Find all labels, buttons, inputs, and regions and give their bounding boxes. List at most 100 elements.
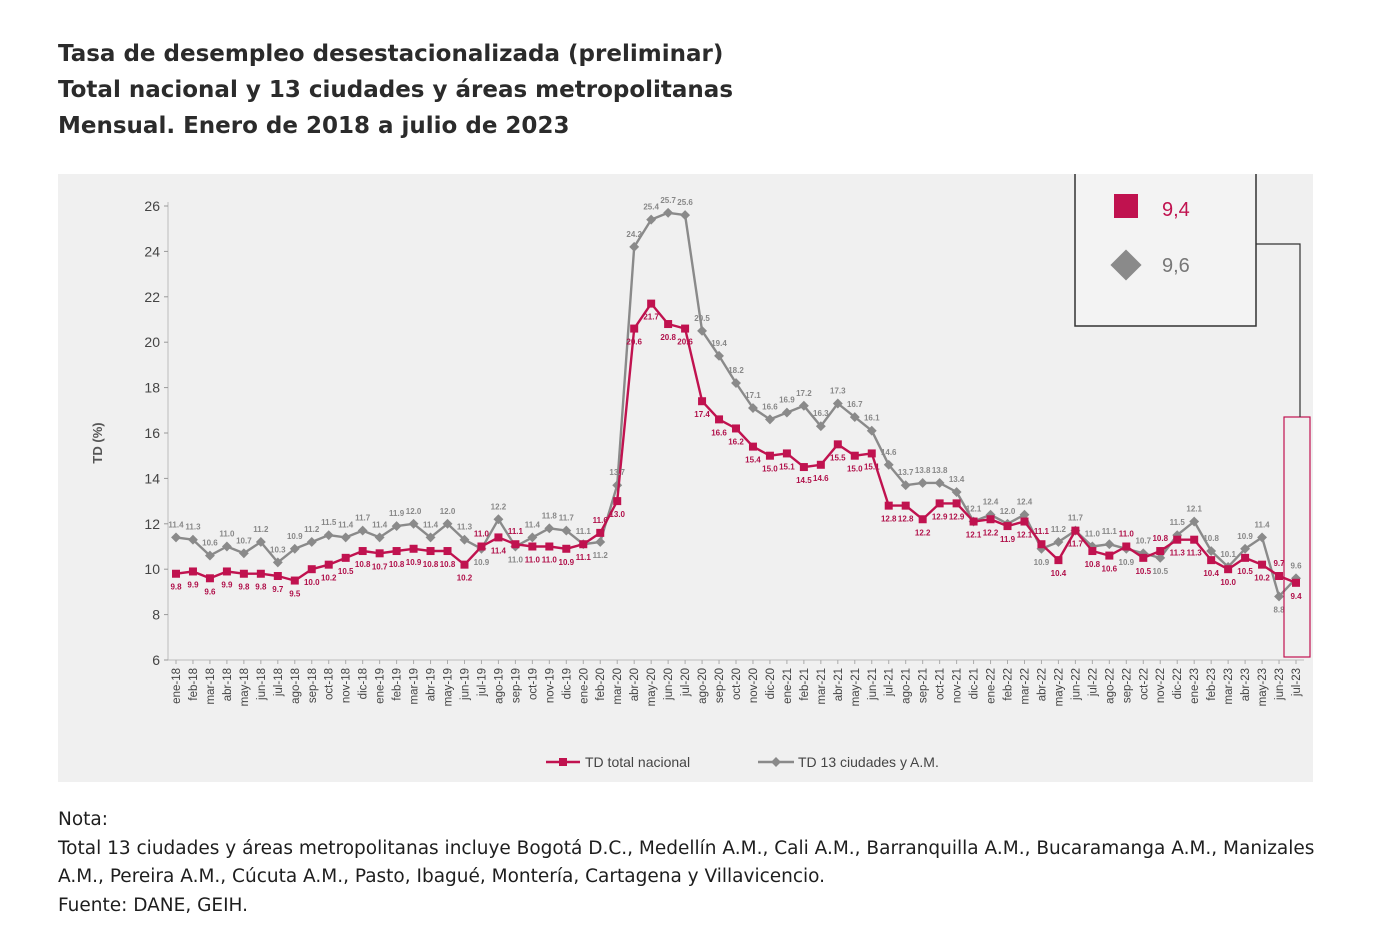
data-label-nacional: 20.8 [660,333,676,342]
y-tick-label: 12 [144,516,160,532]
point-nacional [1258,560,1267,569]
point-nacional [358,547,367,556]
point-ciudades [680,210,691,221]
data-label-nacional: 10.9 [406,558,422,567]
point-ciudades [934,477,945,488]
x-tick-label: jul-20 [680,668,692,697]
data-label-ciudades: 20.5 [694,314,710,323]
data-label-ciudades: 10.7 [236,536,252,545]
data-label-ciudades: 11.2 [304,525,320,534]
point-ciudades [1257,532,1268,543]
data-label-ciudades: 10.9 [1237,532,1253,541]
data-label-ciudades: 12.2 [491,502,507,511]
point-ciudades [171,532,181,543]
data-label-ciudades: 11.4 [338,520,354,529]
data-label-ciudades: 16.1 [864,414,880,423]
data-label-ciudades: 17.2 [796,389,812,398]
data-label-ciudades: 12.4 [983,498,999,507]
x-tick-label: ene-23 [1189,668,1201,704]
point-ciudades [340,532,351,543]
data-label-nacional: 11.1 [508,527,524,536]
x-tick-label: nov-20 [748,668,760,703]
data-label-ciudades: 17.1 [745,391,761,400]
y-tick-label: 6 [152,652,160,668]
x-tick-label: sep-21 [918,668,930,703]
point-nacional [375,549,384,558]
point-ciudades [188,534,198,545]
x-tick-label: oct-21 [935,668,947,700]
point-nacional [528,542,537,551]
x-tick-label: jun-23 [1274,668,1286,701]
point-nacional [426,547,435,556]
x-tick-label: oct-20 [731,668,743,700]
point-ciudades [832,398,843,409]
point-ciudades [391,521,402,532]
notes-source: Fuente: DANE, GEIH. [58,894,249,916]
point-nacional [715,415,724,424]
x-tick-label: abr-21 [833,668,845,701]
data-label-ciudades: 17.3 [830,386,846,395]
data-label-nacional: 10.2 [321,574,337,583]
data-label-nacional: 11.1 [576,553,592,562]
data-label-nacional: 9.8 [238,583,250,592]
x-tick-label: abr-20 [629,668,641,701]
data-label-ciudades: 11.4 [168,520,184,529]
point-nacional [698,397,707,406]
point-nacional [1020,517,1029,526]
data-label-ciudades: 11.4 [372,520,388,529]
x-tick-label: dic-18 [358,668,370,699]
x-tick-label: jun-18 [256,668,268,701]
x-tick-label: may-19 [443,668,455,706]
y-tick-label: 24 [144,243,160,259]
x-tick-label: jun-22 [1070,668,1082,701]
point-ciudades [374,532,385,543]
point-ciudades [238,548,249,559]
notes-heading: Nota: [58,809,108,830]
point-ciudades [629,241,640,252]
data-label-ciudades: 12.1 [966,505,982,514]
point-ciudades [764,414,775,425]
data-label-nacional: 9.8 [170,583,182,592]
point-nacional [1105,551,1114,560]
x-tick-label: sep-19 [510,668,522,703]
data-label-nacional: 10.6 [1102,565,1118,574]
callout-value-ciudades: 9,6 [1162,255,1190,277]
data-label-nacional: 13.0 [609,510,625,519]
point-ciudades [883,459,894,470]
data-label-nacional: 16.2 [728,437,744,446]
x-tick-label: jun-19 [459,668,471,701]
data-label-nacional: 16.6 [711,428,727,437]
data-label-nacional: 12.9 [932,512,948,521]
x-tick-label: abr-22 [1036,668,1048,701]
point-nacional [782,449,791,458]
notes: Nota: Total 13 ciudades y áreas metropol… [58,806,1348,920]
data-label-nacional: 21.7 [643,313,659,322]
data-label-ciudades: 11.2 [593,551,609,560]
data-label-nacional: 12.2 [983,528,999,537]
data-label-nacional: 12.1 [966,531,982,540]
y-tick-label: 8 [152,607,160,623]
data-label-ciudades: 10.9 [474,558,490,567]
point-nacional [1241,553,1250,562]
point-nacional [681,324,690,333]
data-label-ciudades: 25.6 [677,198,693,207]
data-label-ciudades: 11.4 [1254,520,1270,529]
point-ciudades [1019,509,1030,520]
point-nacional [273,572,282,581]
x-tick-label: feb-19 [392,668,404,701]
point-nacional [494,533,503,542]
x-tick-label: nov-22 [1155,668,1167,703]
data-label-ciudades: 16.6 [762,402,778,411]
x-tick-label: nov-18 [341,668,353,703]
point-nacional [188,567,197,576]
x-tick-label: dic-21 [969,668,981,699]
data-label-nacional: 11.1 [1034,527,1050,536]
title-line-2: Total nacional y 13 ciudades y áreas met… [58,77,734,103]
data-label-ciudades: 11.9 [389,509,405,518]
point-ciudades [1104,539,1115,550]
data-label-nacional: 11.3 [1187,549,1203,558]
point-ciudades [697,325,708,336]
x-tick-label: may-23 [1257,668,1269,706]
point-nacional [630,324,639,333]
point-nacional [664,320,673,329]
